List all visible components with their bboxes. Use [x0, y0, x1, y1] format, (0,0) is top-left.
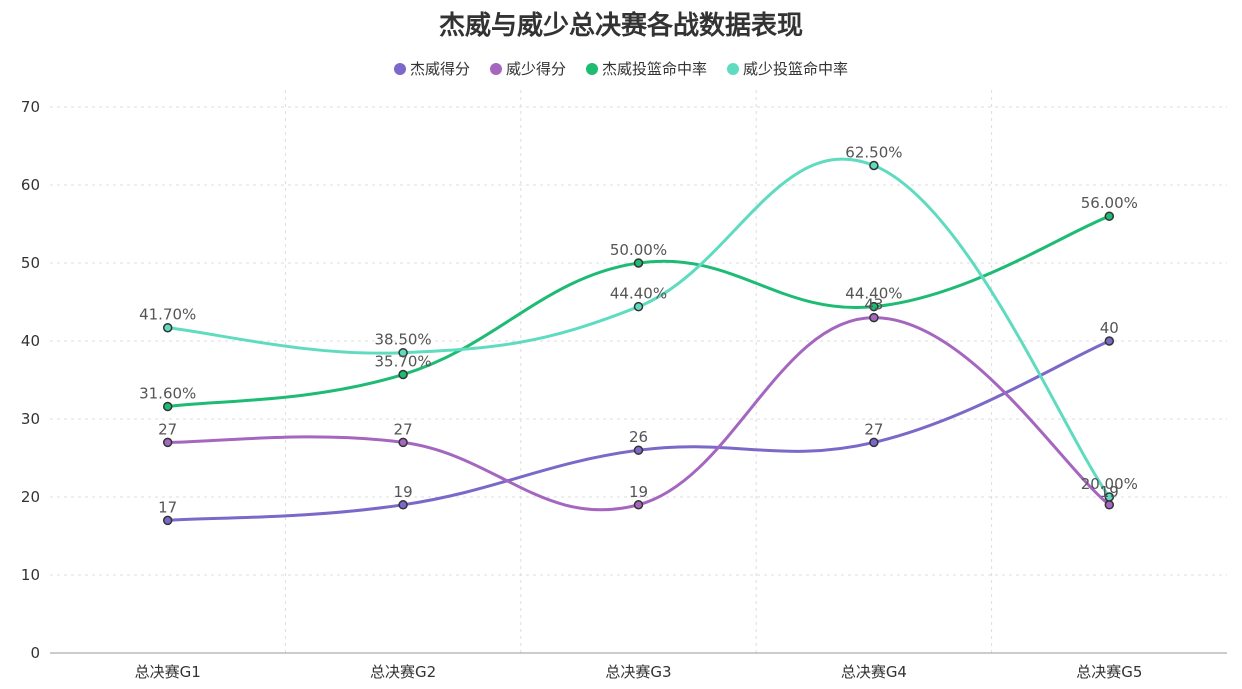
data-label: 56.00% [1081, 194, 1138, 212]
data-label: 19 [629, 483, 648, 501]
x-tick-label: 总决赛G4 [841, 663, 907, 681]
series-line [167, 157, 1111, 498]
legend-item[interactable]: 威少投篮命中率 [727, 60, 848, 78]
legend-label: 威少得分 [506, 60, 566, 78]
y-tick-label: 10 [21, 566, 40, 584]
data-labels: 17 19 26 27 40 27 27 19 43 19 31.60% 35.70% 50.00% 44… [139, 144, 1138, 517]
data-label: 17 [158, 498, 177, 516]
y-tick-label: 0 [30, 644, 40, 662]
data-point[interactable] [869, 437, 879, 448]
data-label: 27 [394, 420, 413, 438]
data-point[interactable] [162, 401, 173, 412]
data-label: 41.70% [139, 306, 196, 324]
series-4 [162, 157, 1115, 502]
legend-marker [727, 63, 739, 75]
data-point[interactable] [398, 437, 408, 448]
data-label: 44.40% [845, 285, 902, 303]
data-label: 40 [1100, 319, 1119, 337]
data-label: 62.50% [845, 144, 902, 162]
data-label: 19 [1100, 483, 1119, 501]
legend-label: 杰威投篮命中率 [602, 60, 707, 78]
data-label: 20.00% [1081, 475, 1138, 493]
data-point[interactable] [869, 312, 879, 323]
legend-item[interactable]: 威少得分 [490, 60, 566, 78]
data-point[interactable] [633, 301, 644, 312]
y-tick-label: 40 [21, 332, 40, 350]
data-point[interactable] [1104, 336, 1115, 346]
legend-marker [394, 63, 406, 75]
data-label: 27 [864, 420, 883, 438]
x-tick-label: 总决赛G3 [605, 663, 671, 681]
y-tick-label: 70 [21, 98, 40, 116]
legend-item[interactable]: 杰威投篮命中率 [586, 60, 707, 78]
x-tick-label: 总决赛G1 [135, 663, 201, 681]
data-label: 27 [158, 420, 177, 438]
data-point[interactable] [633, 500, 644, 510]
data-label: 43 [864, 296, 883, 314]
data-label: 19 [394, 483, 413, 501]
data-point[interactable] [398, 500, 408, 510]
data-label: 35.70% [374, 353, 431, 371]
y-tick-label: 50 [21, 254, 40, 272]
legend-marker [490, 63, 502, 75]
data-label: 44.40% [610, 285, 667, 303]
y-tick-label: 20 [21, 488, 40, 506]
data-point[interactable] [162, 322, 173, 333]
legend: 杰威得分 威少得分 杰威投篮命中率 威少投篮命中率 [394, 60, 848, 78]
data-point[interactable] [162, 437, 173, 448]
data-label: 31.60% [139, 385, 196, 403]
series-layer [162, 157, 1115, 526]
legend-label: 威少投篮命中率 [743, 60, 848, 78]
series-1 [162, 336, 1115, 526]
data-label: 38.50% [374, 331, 431, 349]
series-line [167, 316, 1111, 512]
legend-marker [586, 63, 598, 75]
x-tick-label: 总决赛G2 [370, 663, 436, 681]
series-3 [162, 211, 1115, 412]
legend-label: 杰威得分 [410, 60, 470, 78]
data-point[interactable] [162, 515, 173, 526]
data-label: 26 [629, 428, 648, 446]
y-tick-label: 60 [21, 176, 40, 194]
series-2 [162, 312, 1115, 512]
chart-title: 杰威与威少总决赛各战数据表现 [439, 10, 803, 41]
data-point[interactable] [1104, 500, 1115, 510]
data-point[interactable] [633, 258, 644, 268]
y-tick-label: 30 [21, 410, 40, 428]
data-point[interactable] [398, 347, 408, 358]
data-point[interactable] [1104, 211, 1115, 221]
data-point[interactable] [398, 369, 408, 380]
x-tick-label: 总决赛G5 [1076, 663, 1142, 681]
legend-item[interactable]: 杰威得分 [394, 60, 470, 78]
data-point[interactable] [1104, 492, 1115, 502]
data-point[interactable] [633, 445, 644, 455]
data-label: 50.00% [610, 241, 667, 259]
axes: 0 10 20 30 40 50 60 70 总决赛G1 总决赛G2 总决赛G3 总决赛G4 总决赛G5 [21, 98, 1227, 681]
data-point[interactable] [869, 301, 879, 312]
data-point[interactable] [869, 160, 879, 171]
